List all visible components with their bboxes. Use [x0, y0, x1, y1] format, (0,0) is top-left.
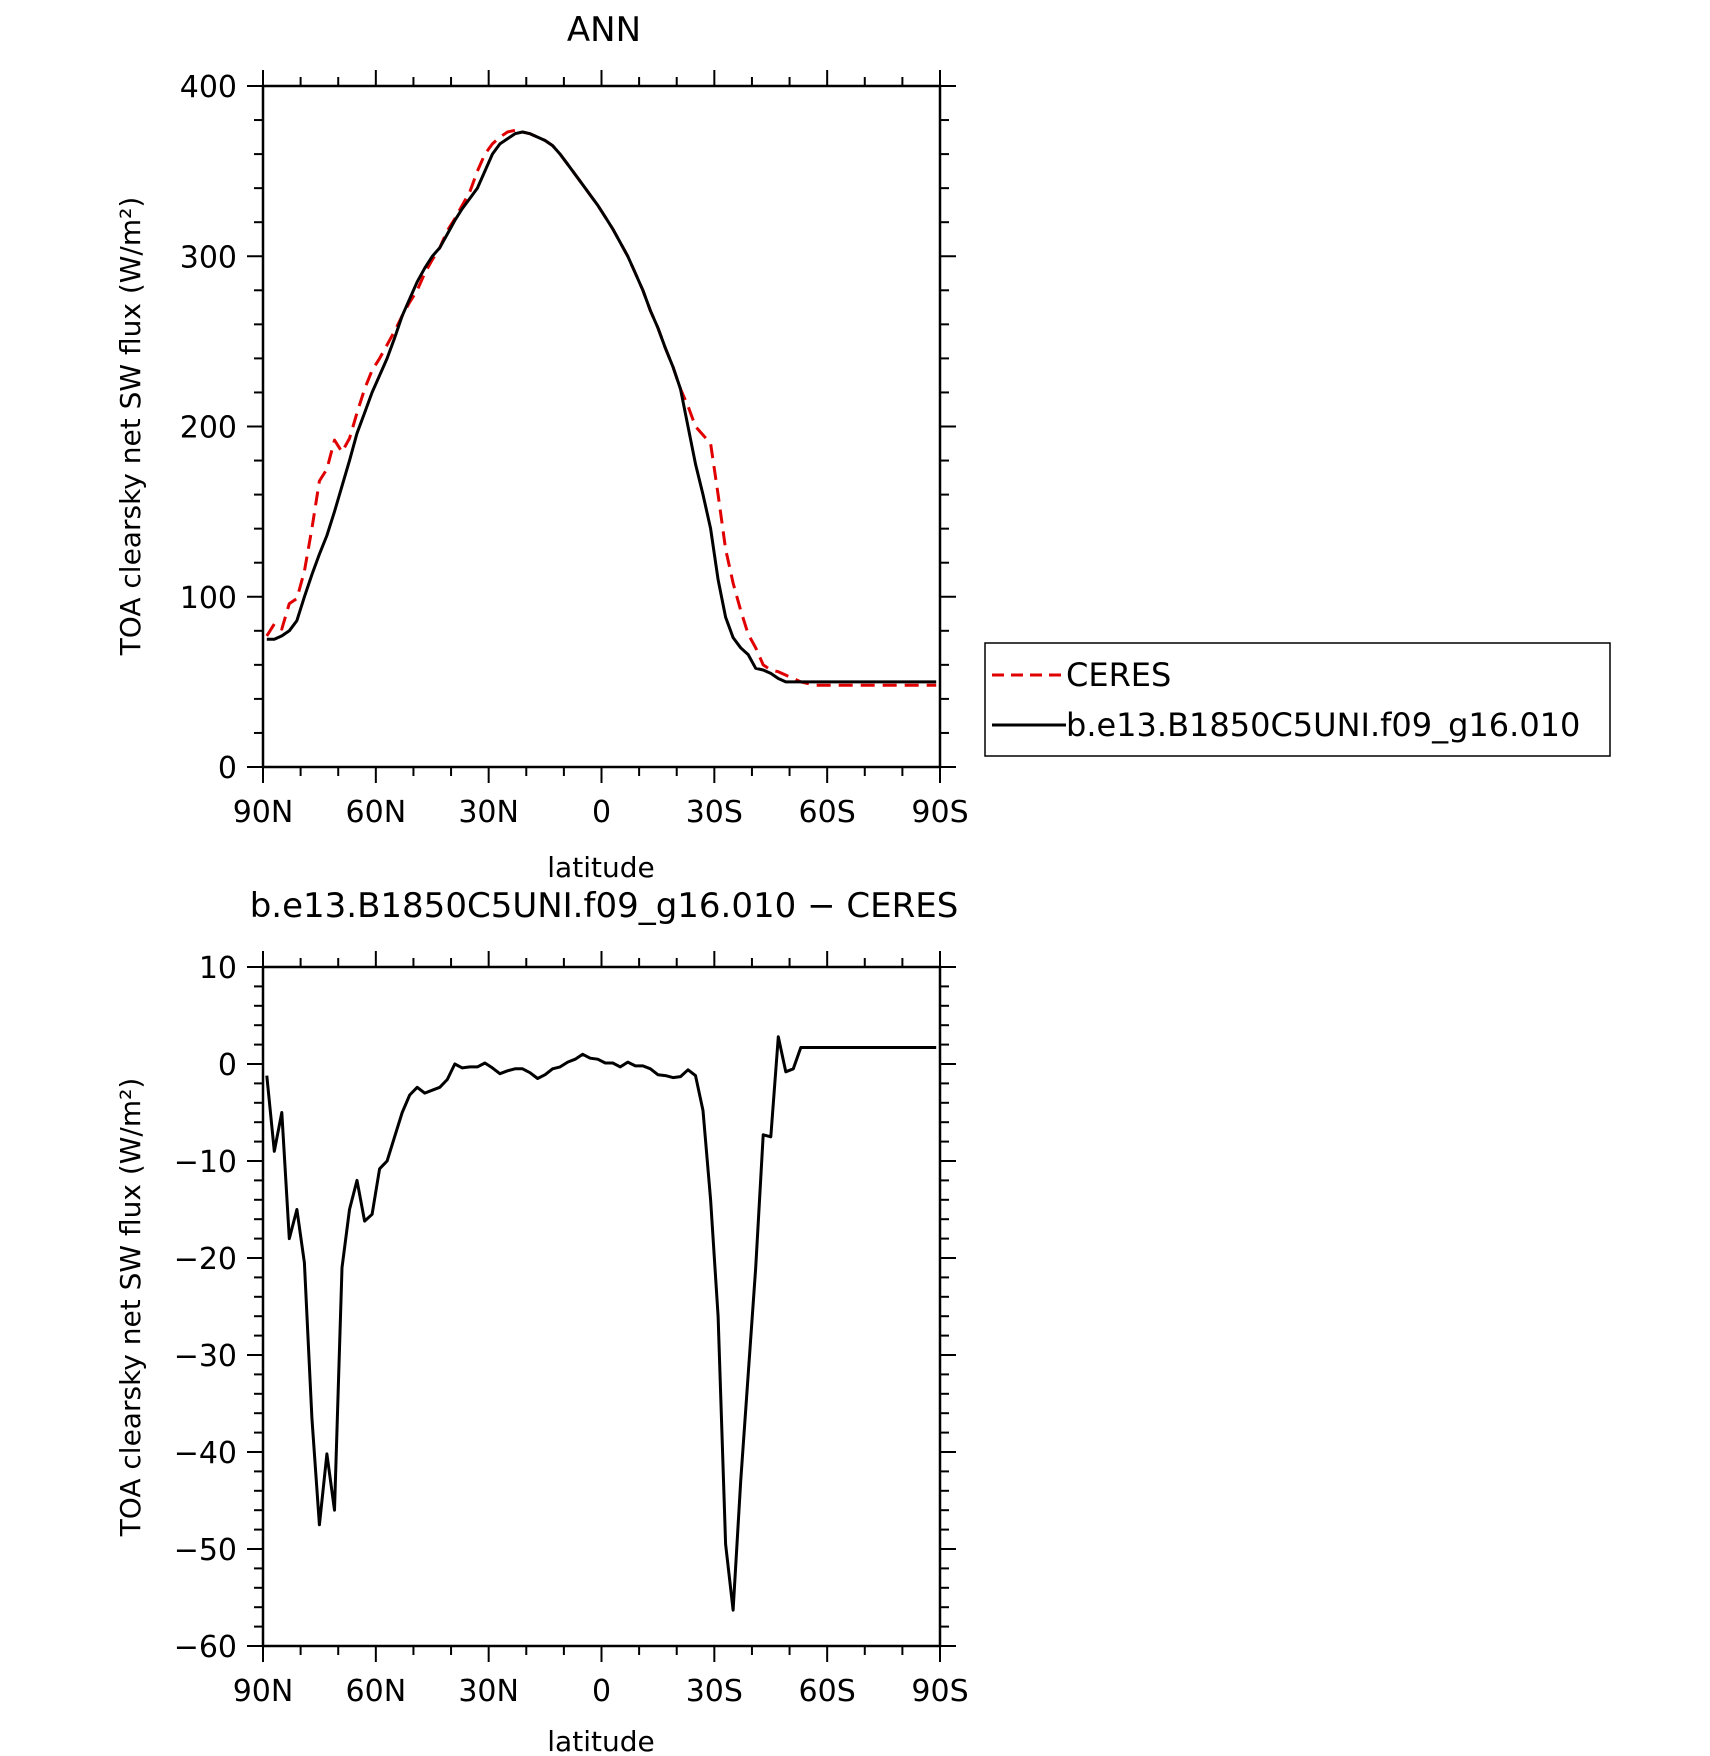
- bottom-x-tick-label: 90S: [911, 1674, 968, 1709]
- bottom-y-tick-label: −10: [174, 1145, 237, 1180]
- bottom-y-tick-label: 10: [199, 951, 237, 986]
- bottom-y-tick-label: 0: [218, 1048, 237, 1083]
- bottom-x-tick-label: 30S: [686, 1674, 743, 1709]
- bottom-y-tick-label: −20: [174, 1242, 237, 1277]
- top-y-tick-label: 300: [180, 240, 237, 275]
- top-x-tick-label: 0: [592, 795, 611, 830]
- bottom-x-tick-label: 60N: [346, 1674, 407, 1709]
- top-plot-panel: ANN 90N 60N 30N 0 30S 60S 90S 0 100 200 300 400 lat…: [114, 10, 969, 884]
- legend-model-label: b.e13.B1850C5UNI.f09_g16.010: [1066, 706, 1580, 744]
- top-x-tick-label: 30N: [458, 795, 519, 830]
- top-x-axis-label: latitude: [547, 851, 654, 884]
- bottom-x-tick-label: 90N: [233, 1674, 294, 1709]
- bottom-axis-ticks: 90N 60N 30N 0 30S 60S 90S −60 −50 −40 −30 −20 −10 0 10: [174, 951, 969, 1709]
- bottom-plot-panel: b.e13.B1850C5UNI.f09_g16.010 − CERES 90N…: [114, 886, 969, 1756]
- top-y-tick-label: 200: [180, 411, 237, 446]
- bottom-y-tick-label: −60: [174, 1630, 237, 1665]
- bottom-x-tick-label: 30N: [458, 1674, 519, 1709]
- bottom-y-tick-label: −40: [174, 1436, 237, 1471]
- bottom-y-axis-label: TOA clearsky net SW flux (W/m²): [114, 1078, 147, 1538]
- bottom-y-tick-label: −30: [174, 1339, 237, 1374]
- bottom-x-axis-label: latitude: [547, 1725, 654, 1756]
- top-y-tick-label: 400: [180, 70, 237, 105]
- top-x-tick-label: 30S: [686, 795, 743, 830]
- bottom-series-line-difference: [265, 1035, 937, 1612]
- top-y-tick-label: 0: [218, 751, 237, 786]
- bottom-x-tick-label: 0: [592, 1674, 611, 1709]
- bottom-chart-title: b.e13.B1850C5UNI.f09_g16.010 − CERES: [250, 886, 959, 926]
- legend-box: [984, 642, 1611, 757]
- legend: CERES b.e13.B1850C5UNI.f09_g16.010: [984, 642, 1611, 757]
- legend-ceres-label: CERES: [1066, 656, 1171, 694]
- top-series-group: [265, 128, 937, 687]
- top-x-tick-label: 90N: [233, 795, 294, 830]
- top-series-line-b-e13-b1850c5uni-f09-g16-010: [266, 130, 937, 684]
- bottom-series-group: [265, 1035, 937, 1612]
- top-axis-ticks: 90N 60N 30N 0 30S 60S 90S 0 100 200 300 400: [180, 70, 969, 830]
- top-chart-title: ANN: [567, 10, 641, 50]
- top-x-tick-label: 60S: [799, 795, 856, 830]
- top-y-tick-label: 100: [180, 581, 237, 616]
- top-plot-frame: [261, 84, 942, 769]
- top-y-axis-label: TOA clearsky net SW flux (W/m²): [114, 197, 147, 657]
- bottom-plot-frame: [261, 965, 942, 1648]
- top-x-tick-label: 90S: [911, 795, 968, 830]
- top-x-tick-label: 60N: [346, 795, 407, 830]
- bottom-y-tick-label: −50: [174, 1533, 237, 1568]
- bottom-x-tick-label: 60S: [799, 1674, 856, 1709]
